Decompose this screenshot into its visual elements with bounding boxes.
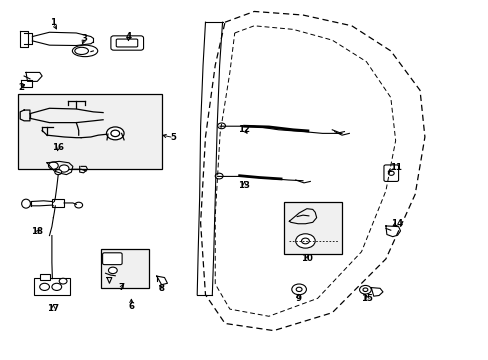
Text: 13: 13 [238,181,250,190]
Circle shape [301,238,309,244]
Ellipse shape [72,45,98,57]
Circle shape [75,202,82,208]
Ellipse shape [21,199,30,208]
Text: 8: 8 [158,284,164,293]
Text: 17: 17 [47,304,60,313]
Text: 5: 5 [170,133,176,142]
Circle shape [291,284,306,295]
Circle shape [359,285,370,294]
Text: 6: 6 [128,302,134,311]
Bar [18,94,161,169]
Text: 2: 2 [18,83,24,92]
Text: 10: 10 [300,255,312,264]
Bar [40,274,50,280]
Text: 11: 11 [389,163,401,172]
Text: 4: 4 [125,32,131,41]
Text: 12: 12 [238,125,250,134]
Circle shape [40,283,49,291]
Text: 14: 14 [390,219,402,228]
Circle shape [106,127,124,140]
Text: 7: 7 [118,283,124,292]
Circle shape [48,162,58,169]
Circle shape [111,130,120,136]
Circle shape [362,288,367,292]
Circle shape [52,283,61,291]
Text: 18: 18 [31,228,43,237]
FancyBboxPatch shape [116,39,138,47]
Text: 15: 15 [361,294,372,303]
Bar [34,278,70,296]
Text: 3: 3 [81,34,87,43]
Text: 1: 1 [50,18,56,27]
Bar [101,249,149,288]
Text: 9: 9 [295,294,301,303]
Bar [283,202,341,253]
FancyBboxPatch shape [102,253,122,265]
Circle shape [59,278,67,284]
Ellipse shape [75,47,88,54]
Circle shape [296,287,302,292]
Circle shape [215,173,223,179]
Circle shape [59,165,69,172]
Bar [52,199,64,207]
Text: 16: 16 [52,143,64,152]
Circle shape [108,267,117,274]
FancyBboxPatch shape [111,36,143,50]
Circle shape [217,123,225,129]
Circle shape [295,234,315,248]
Circle shape [387,171,393,175]
Circle shape [55,170,61,175]
FancyBboxPatch shape [383,165,398,181]
